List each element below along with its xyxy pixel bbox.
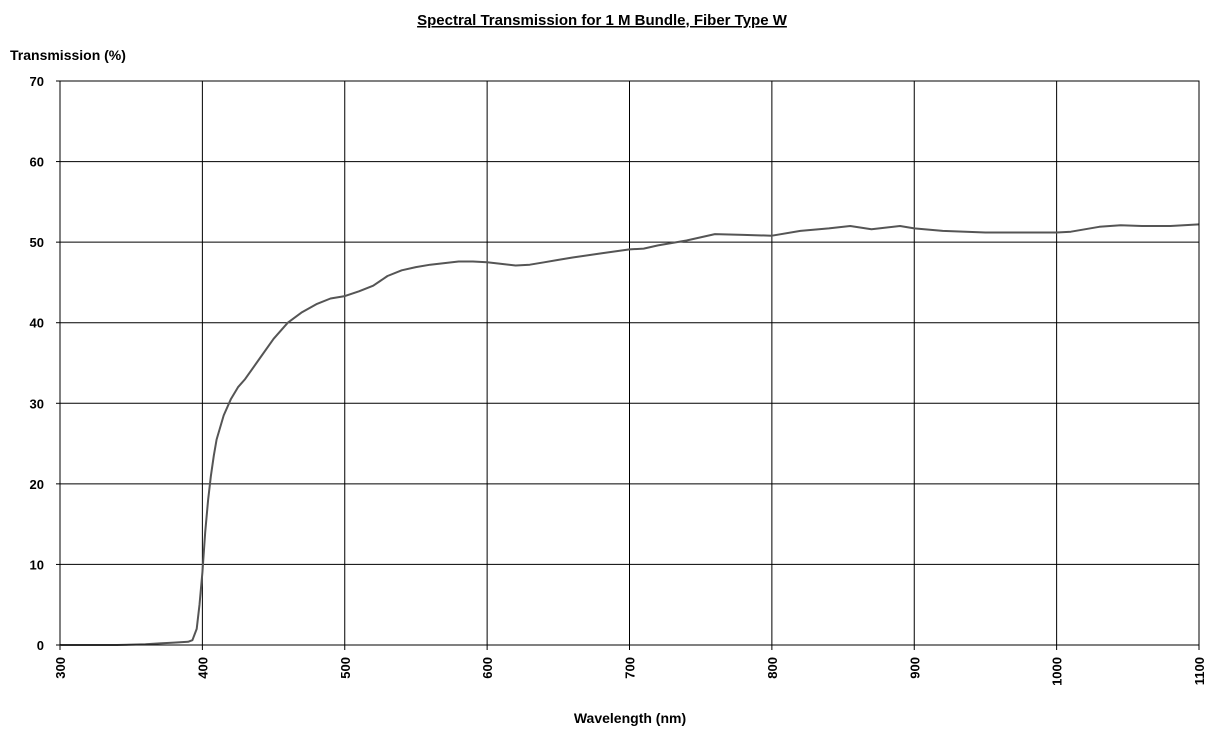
y-tick-label: 60 [30,155,44,170]
y-tick-label: 50 [30,235,44,250]
y-tick-label: 70 [30,74,44,89]
y-tick-label: 10 [30,557,44,572]
y-tick-label: 30 [30,396,44,411]
tick-labels: 0 10 20 30 40 50 60 70 300 400 500 600 700 800 900 1000… [30,74,1207,686]
x-tick-label: 400 [195,657,210,679]
x-tick-label: 1000 [1050,657,1065,686]
x-tick-label: 1100 [1192,657,1207,685]
y-tick-label: 40 [30,316,44,331]
y-axis-label: Transmission (%) [10,47,126,63]
x-axis-label: Wavelength (nm) [574,710,686,726]
x-tick-label: 600 [480,657,495,679]
x-tick-label: 900 [907,657,922,679]
chart-title: Spectral Transmission for 1 M Bundle, Fi… [417,12,788,29]
grid [56,81,1199,650]
x-tick-label: 300 [53,657,68,679]
y-tick-label: 0 [37,638,44,653]
x-tick-label: 800 [765,657,780,679]
x-tick-label: 500 [338,657,353,679]
y-tick-label: 20 [30,477,44,492]
x-tick-label: 700 [623,657,638,679]
